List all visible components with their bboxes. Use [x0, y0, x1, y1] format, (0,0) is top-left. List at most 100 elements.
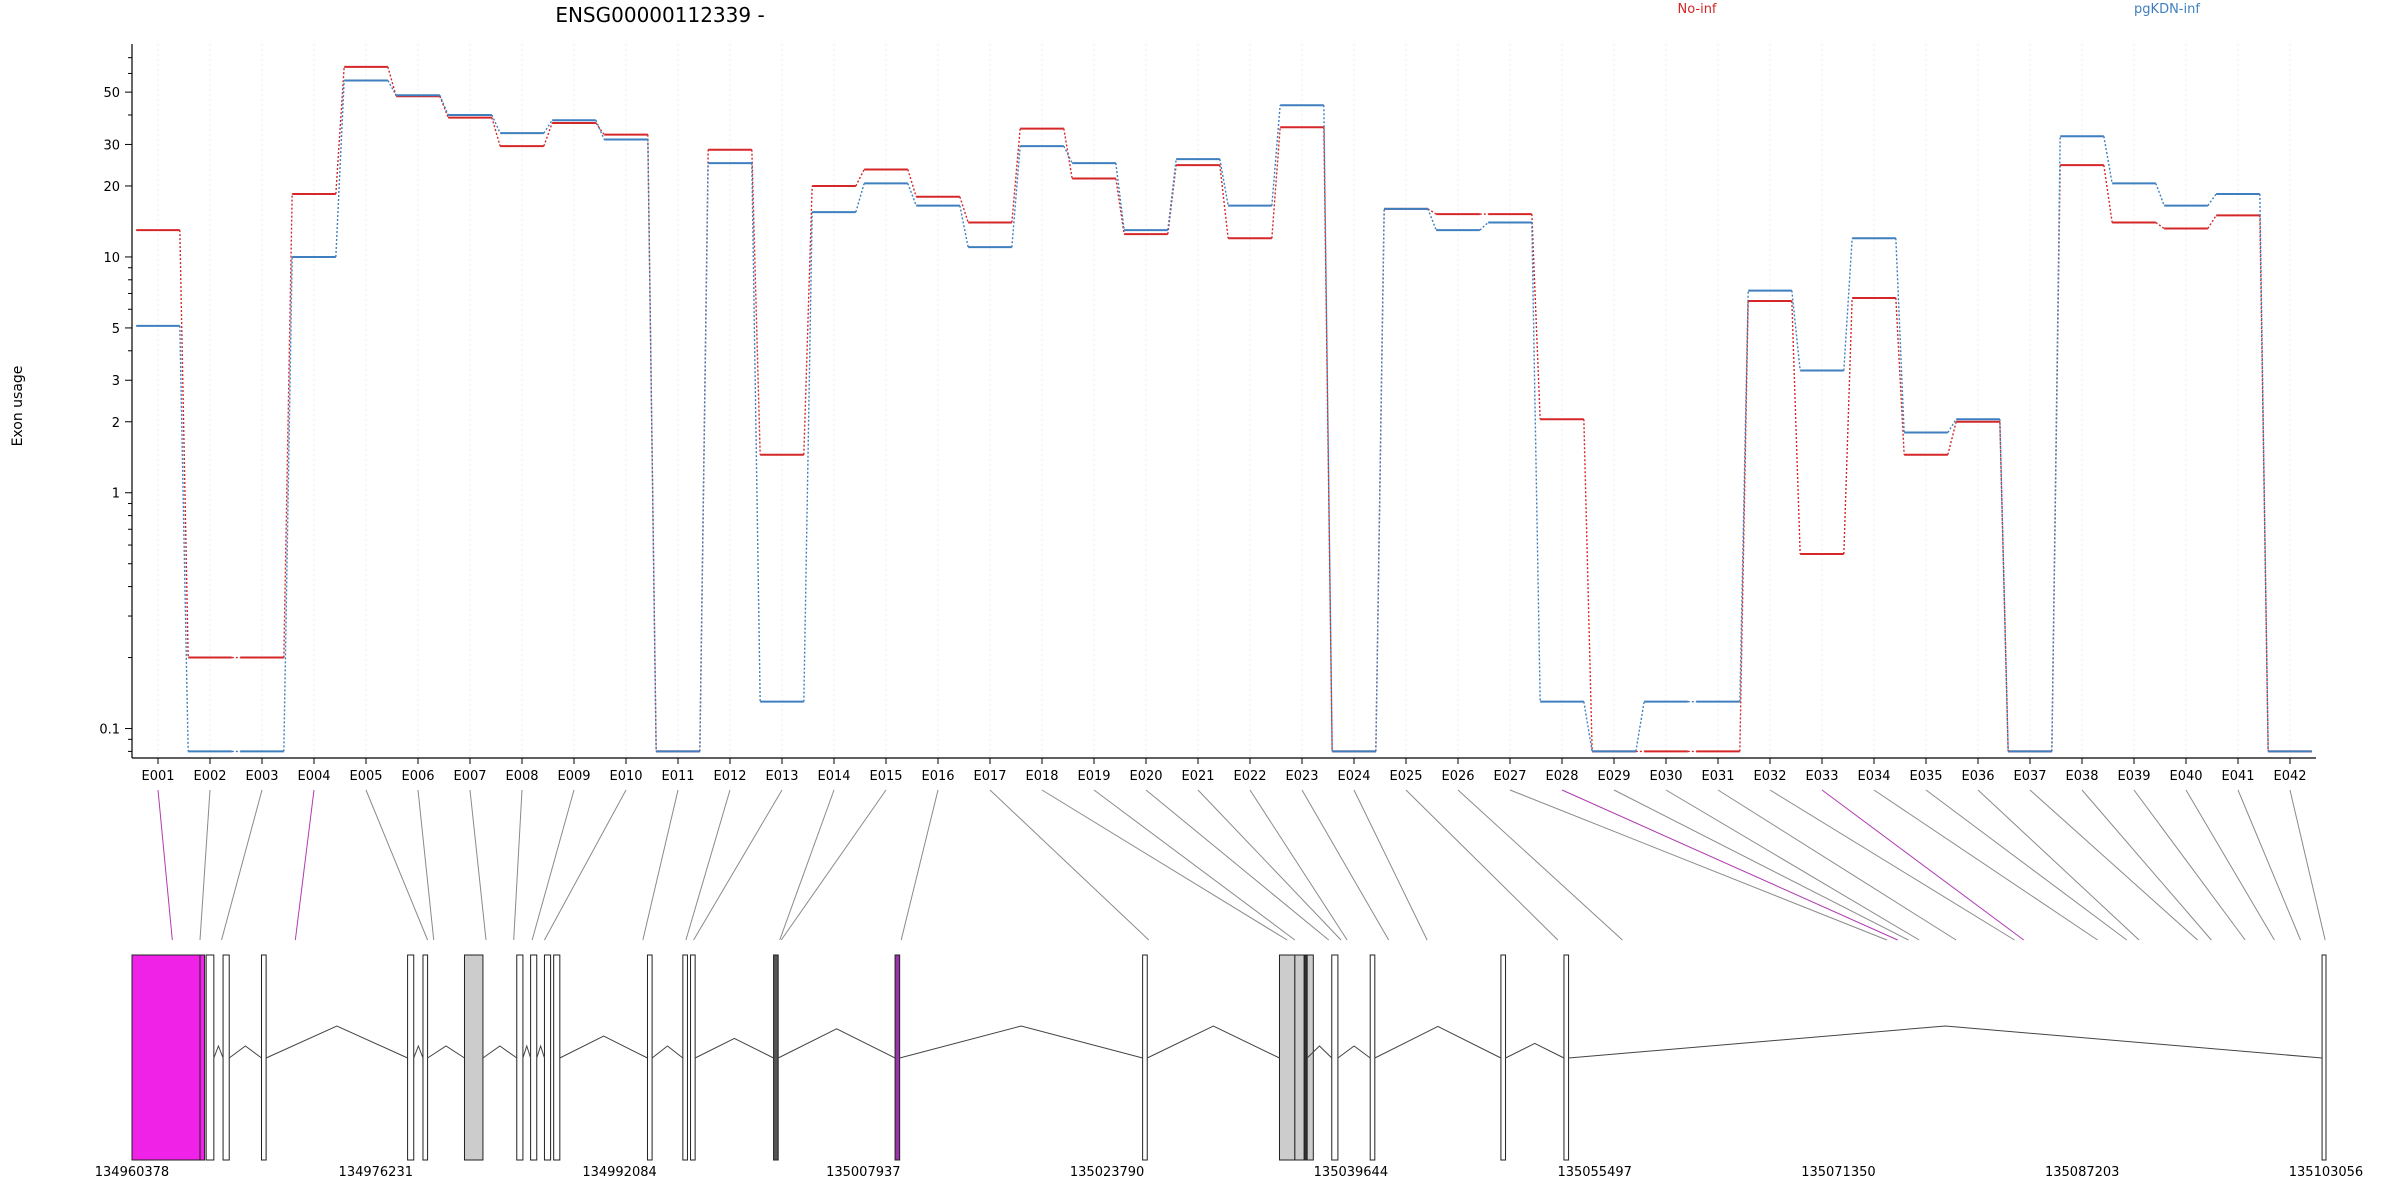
intron-line [213, 1044, 224, 1059]
series-transition [335, 66, 345, 194]
series-transition [751, 149, 761, 455]
connector-e020 [1145, 789, 1330, 941]
coord-label: 134976231 [339, 1165, 413, 1180]
exon-block [553, 954, 561, 1161]
connector-e002 [199, 789, 211, 941]
connector-e010 [544, 789, 627, 941]
connector-e008 [513, 789, 523, 941]
exon-label-e015: E015 [869, 769, 902, 784]
exon-block [894, 954, 901, 1161]
series-transition [335, 80, 345, 257]
connector-e036 [1977, 789, 2140, 941]
connector-e021 [1197, 789, 1342, 941]
intron-line [265, 1025, 408, 1059]
connector-e024 [1353, 789, 1428, 941]
series-transition [1271, 105, 1281, 206]
gene-model-track [131, 954, 2327, 1161]
exon-label-e033: E033 [1805, 769, 1838, 784]
exon-label-e004: E004 [297, 769, 330, 784]
intron-line [536, 1044, 545, 1059]
chart-title: ENSG00000112339 - [555, 3, 764, 27]
y-tick-label: 3 [112, 374, 120, 389]
exon-label-e010: E010 [609, 769, 642, 784]
connector-e030 [1665, 789, 1920, 941]
series-transition [2103, 165, 2113, 223]
exon-block [131, 954, 201, 1161]
intron-line [427, 1045, 465, 1059]
intron-line [694, 1037, 774, 1059]
connector-e006 [417, 789, 435, 941]
exon-block [1278, 954, 1296, 1161]
exon-block [1563, 954, 1570, 1161]
y-axis-label: Exon usage [10, 366, 26, 447]
connector-e040 [2185, 789, 2275, 941]
connector-e022 [1249, 789, 1348, 941]
y-tick-label: 5 [112, 322, 120, 337]
connector-e004 [294, 789, 315, 941]
connector-e014 [779, 789, 835, 941]
connector-e017 [989, 789, 1150, 941]
series-transition [1427, 208, 1437, 215]
exon-label-e040: E040 [2169, 769, 2202, 784]
y-axis: 0.1 1 2 3 5 10 20 30 50 [99, 44, 133, 758]
y-tick-label: 50 [103, 86, 120, 101]
y-tick-label: 2 [112, 416, 120, 431]
series-transition [647, 134, 657, 752]
y-tick-label: 10 [103, 251, 120, 266]
exon-block [1500, 954, 1507, 1161]
exon-label-e019: E019 [1077, 769, 1110, 784]
series-transition [803, 185, 813, 455]
series-no-inf [136, 65, 2312, 753]
exon-label-e018: E018 [1025, 769, 1058, 784]
series-transition [959, 196, 969, 223]
connector-e033 [1821, 789, 2025, 941]
exon-block [199, 954, 206, 1161]
exon-label-e032: E032 [1753, 769, 1786, 784]
exon-label-e006: E006 [401, 769, 434, 784]
exon-block [543, 954, 552, 1161]
exon-block [1369, 954, 1376, 1161]
series-lines [136, 65, 2312, 753]
connector-e039 [2133, 789, 2246, 941]
exon-label-e027: E027 [1493, 769, 1526, 784]
connector-e025 [1405, 789, 1559, 941]
series-transition [959, 205, 969, 248]
series-transition [543, 119, 553, 134]
series-transition [1895, 238, 1905, 433]
intron-line [482, 1045, 518, 1059]
series-transition [751, 163, 761, 702]
series-transition [179, 230, 189, 658]
intron-line [522, 1044, 532, 1059]
intron-line [1147, 1025, 1280, 1059]
series-transition [907, 169, 917, 197]
series-transition [1167, 165, 1177, 235]
exon-block [773, 954, 779, 1161]
series-transition [1583, 419, 1593, 752]
intron-line [228, 1045, 262, 1059]
series-transition [1635, 701, 1645, 752]
exon-label-e028: E028 [1545, 769, 1578, 784]
series-transition [2259, 193, 2269, 752]
y-tick-label: 0.1 [99, 723, 120, 738]
series-transition [283, 193, 293, 658]
exon-block [2321, 954, 2327, 1161]
legend-entry-pgkdn-inf: pgKDN-inf [2134, 2, 2200, 17]
series-transition [699, 163, 709, 752]
exon-label-e002: E002 [193, 769, 226, 784]
connector-e005 [365, 789, 429, 941]
series-transition [2155, 221, 2165, 230]
exon-label-e020: E020 [1129, 769, 1162, 784]
series-transition [179, 325, 189, 752]
exon-block [222, 954, 230, 1161]
exon-label-e037: E037 [2013, 769, 2046, 784]
exon-label-e029: E029 [1597, 769, 1630, 784]
series-transition [491, 114, 501, 134]
exon-block [1142, 954, 1148, 1161]
series-transition [439, 94, 449, 116]
series-transition [1843, 238, 1853, 371]
series-transition [1479, 221, 1489, 231]
series-transition [907, 183, 917, 206]
connector-e037 [2029, 789, 2198, 941]
y-tick-label: 20 [103, 180, 120, 195]
connector-e035 [1925, 789, 2128, 941]
